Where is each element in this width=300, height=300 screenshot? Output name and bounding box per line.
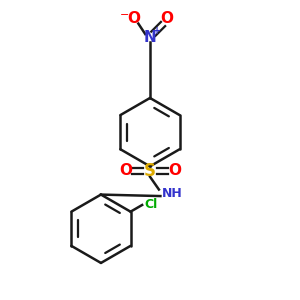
Text: S: S bbox=[144, 162, 156, 180]
Text: +: + bbox=[153, 26, 161, 36]
Text: O: O bbox=[119, 163, 132, 178]
Text: NH: NH bbox=[162, 187, 183, 200]
Text: −: − bbox=[120, 10, 129, 20]
Text: O: O bbox=[168, 163, 181, 178]
Text: Cl: Cl bbox=[145, 199, 158, 212]
Text: N: N bbox=[144, 30, 156, 45]
Text: O: O bbox=[127, 11, 140, 26]
Text: O: O bbox=[160, 11, 173, 26]
